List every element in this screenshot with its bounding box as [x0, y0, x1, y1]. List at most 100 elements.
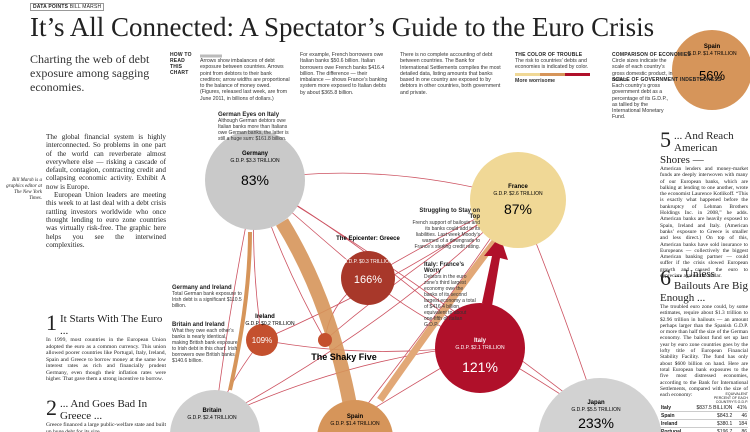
node-name: France [508, 184, 528, 190]
section-number: 1 [46, 310, 57, 335]
section: 5 ... And Reach American Shores — Americ… [660, 129, 748, 280]
paragraph: The global financial system is highly in… [46, 133, 166, 191]
node-name: Germany [242, 151, 269, 157]
section-text: In 1999, most countries in the European … [46, 337, 166, 382]
node-name: The Epicenter: Greece [336, 236, 400, 242]
node-circle [318, 333, 332, 347]
node-circle [246, 324, 278, 356]
node-gdp: G.D.P. $0.3 TRILLION [343, 259, 393, 265]
section-text: Greece financed a large public-welfare s… [46, 422, 166, 432]
legend-more: More worrisome [515, 78, 556, 84]
howto-note: There is no complete accounting of debt … [400, 52, 501, 96]
callout-text: French support of bailouts and its banks… [412, 220, 480, 250]
node-pct: 56% [699, 68, 725, 83]
table-cell: Portugal [660, 427, 688, 432]
callout: Germany and Ireland Total German bank ex… [172, 285, 242, 309]
callout-text: Debtors in the euro zone’s third largest… [424, 274, 476, 328]
node-gdp: G.D.P. $2.1 TRILLION [455, 345, 505, 351]
table-cell: $196.7 [687, 427, 734, 432]
header-label: DATA POINTS [33, 4, 69, 10]
section-number: 2 [46, 395, 57, 420]
scale-text: Each country’s gross government debt as … [612, 83, 669, 121]
scale-title: COMPARISON OF ECONOMIES [612, 52, 691, 58]
callout: Italy: France’s Worry Debtors in the eur… [424, 262, 476, 328]
arrow [377, 232, 503, 403]
callout-title: German Eyes on Italy [218, 112, 280, 118]
node-name: Britain [202, 408, 221, 414]
table-row: Italy $837.5 BILLION 41% [660, 404, 748, 412]
section-head: ... And Reach American Shores — [660, 130, 734, 166]
table-cell: $843.2 [687, 411, 734, 420]
node-gdp: G.D.P. $1.4 TRILLION [330, 421, 380, 427]
node-pct: 233% [578, 415, 614, 431]
section: 6 ... Unless Bailouts Are Big Enough ...… [660, 265, 748, 399]
node-gdp: G.D.P. $2.4 TRILLION [187, 415, 237, 421]
section-text: The troubled euro zone could, by some es… [660, 304, 748, 399]
section: 2 ... And Goes Bad In Greece ... Greece … [46, 395, 166, 432]
callout-title: Italy: France’s Worry [424, 262, 465, 274]
group-label: The Shaky Five [311, 352, 377, 362]
node-name: Japan [587, 400, 605, 406]
table-row: Ireland $380.1 184 [660, 419, 748, 428]
callout: Britain and Ireland What they owe each o… [172, 322, 242, 364]
howto-label: HOW TO READ THIS CHART [170, 52, 192, 76]
node-circle [470, 152, 566, 248]
author-note: Bill Marsh is a graphics editor at The N… [6, 178, 42, 201]
legend-text: The risk to countries’ debts and economi… [515, 58, 589, 71]
scale-text: Circle sizes indicate the scale of each … [612, 58, 673, 83]
table-row: Portugal $196.7 86 [660, 427, 748, 432]
legend-swatch [565, 73, 590, 76]
node-circle [435, 303, 525, 393]
howto-text: Arrows show imbalances of debt exposure … [200, 58, 290, 102]
node-circle [317, 400, 393, 432]
table-cell: $837.5 BILLION [687, 404, 734, 412]
callout-title: Britain and Ireland [172, 322, 225, 328]
table: Italy $837.5 BILLION 41% Spain $843.2 46 Irela… [660, 404, 748, 432]
node-pct: 166% [354, 274, 382, 286]
exposure-table: EQUIVALENT PERCENT OF EACH COUNTRY’S G.D… [660, 392, 748, 432]
howto-example: For example, French borrowers owe Italia… [300, 52, 388, 96]
node-name: Italy [474, 338, 487, 344]
title: It’s All Connected: A Spectator’s Guide … [30, 12, 655, 42]
callout-title: Struggling to Stay on Top [419, 208, 480, 220]
node-circle [205, 130, 305, 230]
arrow [482, 236, 508, 306]
byline: BILL MARSH [69, 4, 102, 10]
callout-text: Although German debtors owe Italian bank… [218, 118, 289, 142]
table-cell: $380.1 [687, 419, 734, 428]
table-cell: 41% [733, 404, 748, 412]
arrow [228, 231, 252, 391]
paragraph: European Union leaders are meeting this … [46, 191, 166, 249]
scale-title: SCALE OF GOVERNMENT INDEBTEDNESS [612, 77, 722, 83]
table-cell: 46 [733, 411, 748, 420]
article: The global financial system is highly in… [46, 133, 166, 249]
callout: Struggling to Stay on Top French support… [408, 208, 480, 250]
arrow [276, 218, 357, 407]
section: 1 It Starts With The Euro ... In 1999, m… [46, 310, 166, 383]
node-pct: 87% [504, 201, 532, 217]
table-cell: 86 [733, 427, 748, 432]
node-name: Spain [347, 414, 364, 420]
legend-swatch [540, 73, 565, 76]
node-labels: Germany G.D.P. $3.3 TRILLION 83% France … [187, 44, 737, 431]
table-row: Spain $843.2 46 [660, 411, 748, 420]
node-pct: 121% [462, 359, 498, 375]
table-cell: Italy [660, 404, 688, 412]
dek: Charting the web of debt exposure among … [30, 52, 150, 94]
section-number: 6 [660, 265, 671, 290]
callout-title: Germany and Ireland [172, 285, 232, 291]
table-cell: 184 [733, 419, 748, 428]
node-gdp: G.D.P. $2.6 TRILLION [493, 191, 543, 197]
node-name: Spain [704, 44, 721, 50]
node-circle [538, 378, 662, 432]
node-circle [672, 30, 750, 110]
section-head: ... And Goes Bad In Greece ... [60, 398, 148, 422]
arrow-label: $365.8 [505, 264, 521, 270]
node-name: Ireland [255, 314, 275, 320]
node-pct: 83% [241, 172, 269, 188]
section-head: ... Unless Bailouts Are Big Enough ... [660, 268, 748, 304]
node-circle [170, 390, 260, 432]
node-circle [341, 251, 395, 305]
